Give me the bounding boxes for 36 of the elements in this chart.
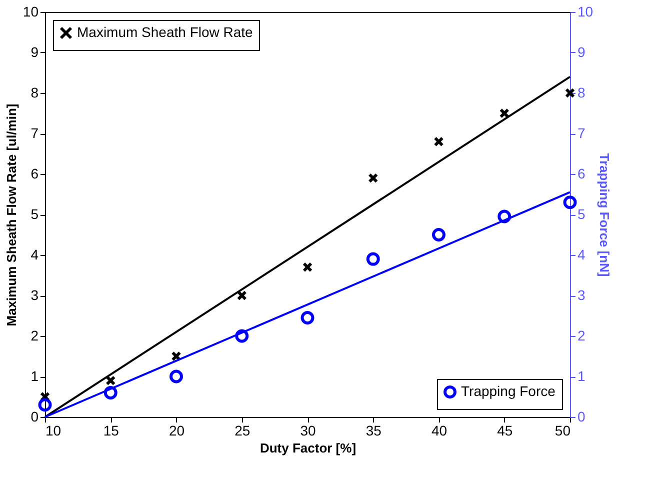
y2-tick-label: 6 [578, 166, 586, 182]
y2-tick-label: 5 [578, 206, 586, 222]
x-tick-label: 50 [554, 422, 571, 438]
x-tick-label: 10 [46, 422, 62, 438]
y2-tick-label: 1 [578, 368, 586, 384]
y-tick-label: 3 [30, 287, 39, 303]
x-tick-label: 35 [366, 422, 382, 438]
y2-tick-label: 9 [578, 44, 586, 60]
y2-tick-label: 2 [578, 328, 586, 344]
x-tick-label: 45 [497, 422, 513, 438]
y-tick-label: 0 [30, 408, 39, 424]
y2-tick-label: 3 [578, 287, 586, 303]
y-tick-label: 7 [30, 125, 39, 141]
x-tick-label: 15 [103, 422, 120, 438]
legend-label: Maximum Sheath Flow Rate [77, 24, 254, 40]
y2-axis-title: Trapping Force [nN] [597, 153, 612, 277]
y2-tick-label: 0 [578, 408, 586, 424]
y-tick-label: 6 [30, 166, 39, 182]
y-tick-label: 1 [30, 368, 39, 384]
y-tick-label: 4 [30, 246, 39, 262]
y2-tick-label: 7 [578, 125, 586, 141]
y-tick-label: 5 [30, 206, 39, 222]
x-axis-title: Duty Factor [%] [260, 440, 356, 456]
y-axis-title: Maximum Sheath Flow Rate [ul/min] [4, 104, 19, 326]
y-tick-label: 8 [30, 84, 39, 100]
y-tick-label: 2 [30, 328, 39, 344]
x-tick-label: 20 [168, 422, 185, 438]
x-tick-label: 40 [431, 422, 448, 438]
legend-label: Trapping Force [461, 383, 556, 399]
y2-tick-label: 10 [578, 4, 594, 20]
y-tick-label: 9 [30, 44, 39, 60]
y-tick-label: 10 [22, 4, 39, 20]
x-tick-label: 25 [234, 422, 250, 438]
y2-tick-label: 4 [578, 246, 586, 262]
y2-tick-label: 8 [578, 84, 586, 100]
x-tick-label: 30 [300, 422, 316, 438]
